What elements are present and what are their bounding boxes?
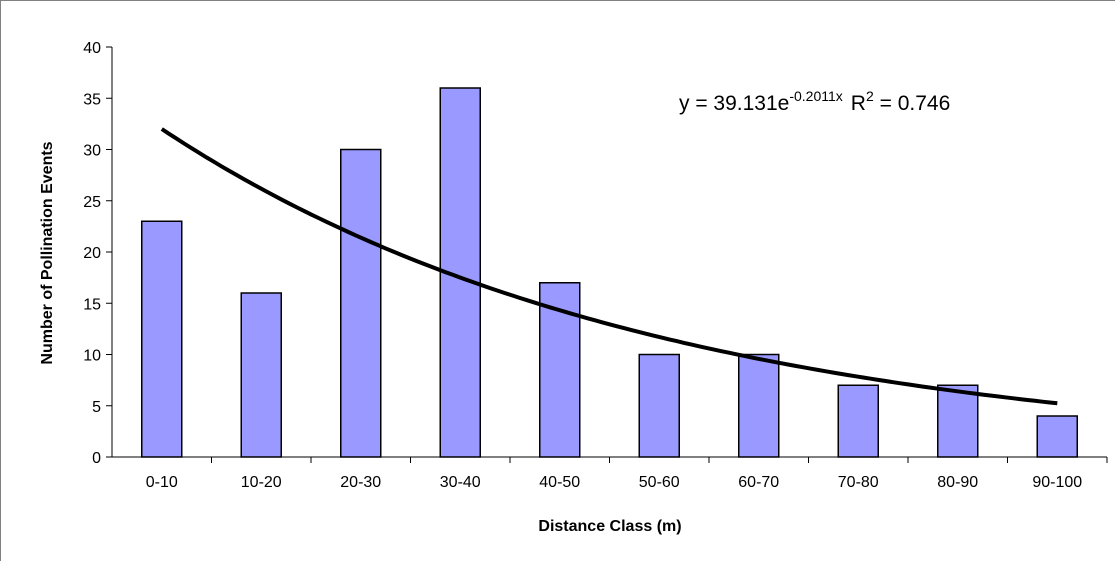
x-tick-label: 90-100 xyxy=(1032,474,1082,491)
x-tick-label: 20-30 xyxy=(340,474,381,491)
x-tick-label: 10-20 xyxy=(241,474,282,491)
bars-group xyxy=(141,87,1078,458)
x-ticks-group: 0-10 10-20 20-30 30-40 40-50 50-60 60-70 70-80 8… xyxy=(146,457,1108,491)
y-tick-label: 30 xyxy=(83,143,101,160)
y-tick-label: 0 xyxy=(92,450,101,467)
y-ticks-group: 0 5 10 15 20 25 30 35 40 xyxy=(83,40,112,467)
equation-base: y = 39.131e xyxy=(679,92,789,115)
trendline xyxy=(160,127,1058,406)
y-tick-label: 15 xyxy=(83,296,101,313)
y-tick-label: 5 xyxy=(92,399,101,416)
y-tick-label: 40 xyxy=(83,40,101,57)
bar-50-60 xyxy=(638,353,680,458)
trendline-equation: y = 39.131e-0.2011x R2 = 0.746 xyxy=(679,88,950,115)
x-axis-title: Distance Class (m) xyxy=(538,518,681,535)
bar-60-70 xyxy=(738,353,780,458)
x-tick-label: 40-50 xyxy=(539,474,580,491)
x-tick-label: 50-60 xyxy=(639,474,680,491)
bar-70-80 xyxy=(837,384,879,458)
bar-80-90 xyxy=(937,384,979,458)
y-tick-label: 20 xyxy=(83,245,101,262)
x-tick-label: 70-80 xyxy=(838,474,879,491)
bar-0-10 xyxy=(141,220,183,458)
r-squared-value: = 0.746 xyxy=(874,92,950,115)
y-tick-label: 10 xyxy=(83,348,101,365)
x-tick-label: 80-90 xyxy=(937,474,978,491)
r-squared-exponent: 2 xyxy=(866,88,874,104)
y-tick-label: 25 xyxy=(83,194,101,211)
bar-10-20 xyxy=(240,292,282,458)
x-tick-label: 30-40 xyxy=(440,474,481,491)
y-axis-title: Number of Pollination Events xyxy=(39,141,56,364)
y-tick-label: 35 xyxy=(83,91,101,108)
equation-exponent: -0.2011x xyxy=(789,88,842,104)
bar-20-30 xyxy=(340,148,382,458)
x-tick-label: 60-70 xyxy=(738,474,779,491)
r-squared-prefix: R xyxy=(851,92,866,115)
x-tick-label: 0-10 xyxy=(146,474,178,491)
bar-90-100 xyxy=(1036,415,1078,458)
